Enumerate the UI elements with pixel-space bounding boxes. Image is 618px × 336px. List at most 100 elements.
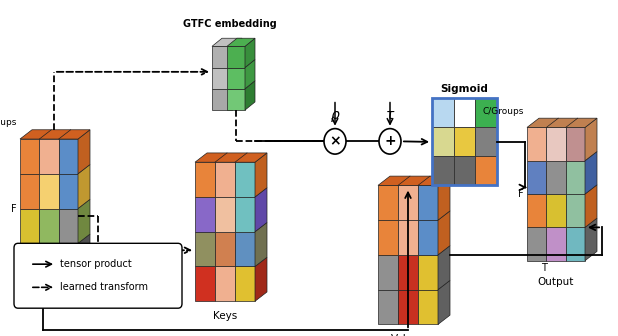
- FancyBboxPatch shape: [14, 243, 182, 308]
- Polygon shape: [235, 197, 255, 232]
- Polygon shape: [78, 130, 90, 174]
- Polygon shape: [195, 162, 215, 197]
- Bar: [454, 127, 475, 157]
- Polygon shape: [195, 232, 215, 266]
- Text: learned transform: learned transform: [60, 282, 148, 292]
- Polygon shape: [215, 162, 235, 197]
- Polygon shape: [527, 118, 597, 127]
- Polygon shape: [232, 38, 242, 68]
- Polygon shape: [585, 218, 597, 261]
- Polygon shape: [527, 227, 546, 261]
- Polygon shape: [215, 197, 235, 232]
- Polygon shape: [255, 222, 267, 266]
- Polygon shape: [398, 290, 418, 325]
- Text: ×: ×: [329, 134, 341, 149]
- Polygon shape: [527, 161, 546, 194]
- Polygon shape: [438, 176, 450, 220]
- Polygon shape: [378, 290, 398, 325]
- Polygon shape: [565, 127, 585, 161]
- Polygon shape: [20, 243, 40, 278]
- Polygon shape: [585, 152, 597, 194]
- Polygon shape: [546, 161, 565, 194]
- Polygon shape: [212, 46, 232, 68]
- Polygon shape: [40, 209, 59, 243]
- Polygon shape: [418, 290, 438, 325]
- Text: Output: Output: [538, 277, 574, 287]
- Polygon shape: [245, 59, 255, 89]
- Text: GTFC embedding: GTFC embedding: [183, 19, 277, 29]
- Text: Keys: Keys: [213, 310, 237, 321]
- Polygon shape: [438, 280, 450, 325]
- Polygon shape: [398, 220, 418, 255]
- Polygon shape: [227, 38, 255, 46]
- Polygon shape: [212, 38, 242, 46]
- Polygon shape: [232, 59, 242, 89]
- Bar: [432, 127, 454, 157]
- Polygon shape: [195, 266, 215, 301]
- Bar: [475, 157, 497, 185]
- Polygon shape: [40, 139, 59, 174]
- Text: C/Groups: C/Groups: [483, 107, 524, 116]
- Polygon shape: [195, 197, 215, 232]
- Polygon shape: [378, 220, 398, 255]
- Bar: [454, 157, 475, 185]
- Polygon shape: [527, 127, 546, 161]
- Polygon shape: [255, 153, 267, 197]
- Polygon shape: [565, 227, 585, 261]
- Polygon shape: [418, 185, 438, 220]
- Polygon shape: [59, 174, 78, 209]
- Polygon shape: [378, 176, 450, 185]
- Polygon shape: [398, 255, 418, 290]
- Polygon shape: [227, 46, 245, 68]
- Polygon shape: [418, 255, 438, 290]
- Bar: [432, 98, 497, 185]
- Bar: [432, 157, 454, 185]
- Polygon shape: [565, 161, 585, 194]
- Polygon shape: [546, 194, 565, 227]
- Polygon shape: [78, 234, 90, 278]
- Polygon shape: [398, 185, 418, 220]
- Bar: [454, 98, 475, 127]
- Polygon shape: [59, 209, 78, 243]
- Text: tensor product: tensor product: [60, 259, 132, 269]
- Circle shape: [379, 129, 401, 154]
- Polygon shape: [20, 130, 90, 139]
- Polygon shape: [546, 127, 565, 161]
- Polygon shape: [235, 232, 255, 266]
- Polygon shape: [78, 165, 90, 209]
- Bar: [432, 98, 454, 127]
- Polygon shape: [235, 266, 255, 301]
- Bar: [475, 127, 497, 157]
- Polygon shape: [585, 185, 597, 227]
- Text: F: F: [519, 189, 524, 199]
- Polygon shape: [215, 266, 235, 301]
- Text: τ: τ: [386, 108, 394, 122]
- Polygon shape: [255, 188, 267, 232]
- Polygon shape: [40, 174, 59, 209]
- Polygon shape: [20, 209, 40, 243]
- Circle shape: [324, 129, 346, 154]
- Polygon shape: [227, 68, 245, 89]
- Polygon shape: [227, 89, 245, 110]
- Polygon shape: [527, 194, 546, 227]
- Bar: [475, 98, 497, 127]
- Text: +: +: [384, 134, 396, 149]
- Polygon shape: [40, 243, 59, 278]
- Polygon shape: [59, 243, 78, 278]
- Polygon shape: [235, 162, 255, 197]
- Polygon shape: [78, 199, 90, 243]
- Polygon shape: [378, 185, 398, 220]
- Text: T: T: [541, 263, 548, 273]
- Text: Sigmoid: Sigmoid: [441, 84, 488, 94]
- Polygon shape: [212, 89, 232, 110]
- Text: T: T: [35, 280, 40, 290]
- Polygon shape: [245, 81, 255, 110]
- Polygon shape: [585, 118, 597, 161]
- Polygon shape: [245, 38, 255, 68]
- Polygon shape: [565, 194, 585, 227]
- Text: Values: Values: [391, 334, 425, 336]
- Polygon shape: [195, 153, 267, 162]
- Polygon shape: [59, 139, 78, 174]
- Polygon shape: [378, 255, 398, 290]
- Polygon shape: [438, 211, 450, 255]
